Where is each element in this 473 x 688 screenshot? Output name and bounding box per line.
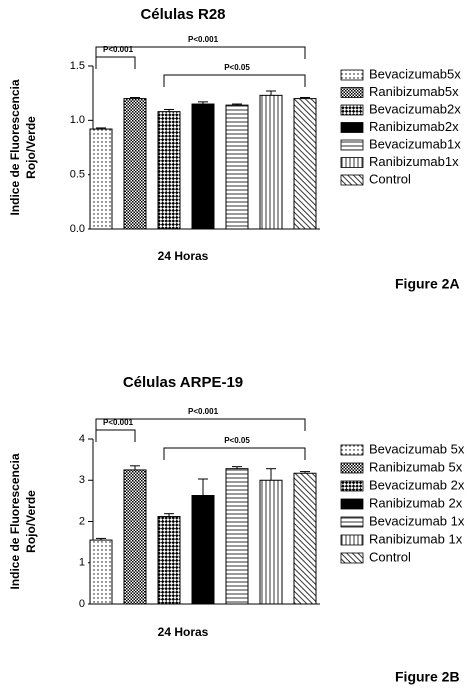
legend-swatch [340, 87, 364, 98]
y-tick-label: 1.0 [70, 114, 85, 126]
significance-label: P<0.001 [103, 45, 134, 54]
legend-label: Control [369, 549, 411, 564]
bar [123, 469, 147, 605]
bar [89, 539, 113, 605]
figure-label: Figure 2A [395, 276, 460, 292]
legend-label: Ranibizumab1x [369, 154, 459, 169]
bar [225, 468, 249, 605]
bar [293, 472, 317, 605]
bar [123, 98, 147, 230]
legend-label: Bevacizumab5x [369, 66, 461, 81]
y-tick-label: 0 [79, 598, 85, 610]
significance-bracket [95, 56, 136, 69]
legend-label: Ranibizumab 2x [369, 495, 463, 510]
bar [89, 128, 113, 230]
y-axis-label: Indice de Fluorescencia [8, 453, 22, 589]
significance-label: P<0.001 [188, 407, 219, 416]
significance-bracket [95, 46, 306, 59]
chart-title: Células ARPE-19 [123, 374, 243, 391]
legend-swatch [340, 139, 364, 151]
legend-swatch [340, 69, 364, 81]
legend-label: Ranibizumab 1x [369, 531, 463, 546]
significance-bracket [95, 418, 306, 431]
significance-label: P<0.001 [188, 35, 219, 44]
y-axis-label: Indice de Fluorescencia [8, 79, 22, 215]
bar [191, 495, 215, 605]
x-axis-label: 24 Horas [158, 249, 209, 263]
legend-swatch [340, 157, 364, 168]
legend-swatch [340, 516, 364, 528]
x-axis-label: 24 Horas [158, 625, 209, 639]
y-tick-label: 4 [79, 433, 85, 445]
y-tick-label: 0.5 [70, 169, 85, 181]
legend-label: Ranibizumab5x [369, 84, 459, 99]
y-tick-label: 1 [79, 557, 85, 569]
bar [225, 104, 249, 230]
significance-bracket [95, 429, 136, 442]
legend-swatch [340, 480, 364, 492]
bar [191, 103, 215, 230]
legend-label: Ranibizumab 5x [369, 459, 463, 474]
legend-swatch [340, 534, 364, 546]
legend-label: Ranibizumab2x [369, 119, 459, 134]
legend-swatch [340, 552, 364, 564]
legend-label: Bevacizumab 1x [369, 513, 465, 528]
y-tick-label: 1.5 [70, 60, 85, 72]
legend-label: Bevacizumab2x [369, 101, 461, 116]
legend-swatch [340, 462, 364, 474]
legend-label: Bevacizumab 2x [369, 477, 465, 492]
significance-label: P<0.05 [224, 63, 250, 72]
bar [157, 516, 181, 605]
significance-label: P<0.05 [224, 436, 250, 445]
legend-swatch [340, 174, 364, 186]
y-tick-label: 2 [79, 515, 85, 527]
bar [259, 94, 283, 230]
significance-label: P<0.001 [103, 418, 134, 427]
significance-bracket [163, 74, 306, 87]
significance-bracket [163, 447, 306, 460]
bar [259, 479, 283, 605]
y-axis-label: Rojo/Verde [24, 116, 38, 179]
legend-swatch [340, 498, 364, 510]
figure-label: Figure 2B [395, 669, 460, 685]
chart-title: Células R28 [140, 6, 225, 23]
legend-swatch [340, 122, 364, 133]
y-tick-label: 3 [79, 474, 85, 486]
bar [157, 111, 181, 230]
bar [293, 98, 317, 230]
y-axis-label: Rojo/Verde [24, 490, 38, 553]
legend-swatch [340, 444, 364, 456]
legend-swatch [340, 104, 364, 116]
legend-label: Bevacizumab1x [369, 136, 461, 151]
legend-label: Bevacizumab 5x [369, 441, 465, 456]
y-tick-label: 0.0 [70, 223, 85, 235]
legend-label: Control [369, 171, 411, 186]
